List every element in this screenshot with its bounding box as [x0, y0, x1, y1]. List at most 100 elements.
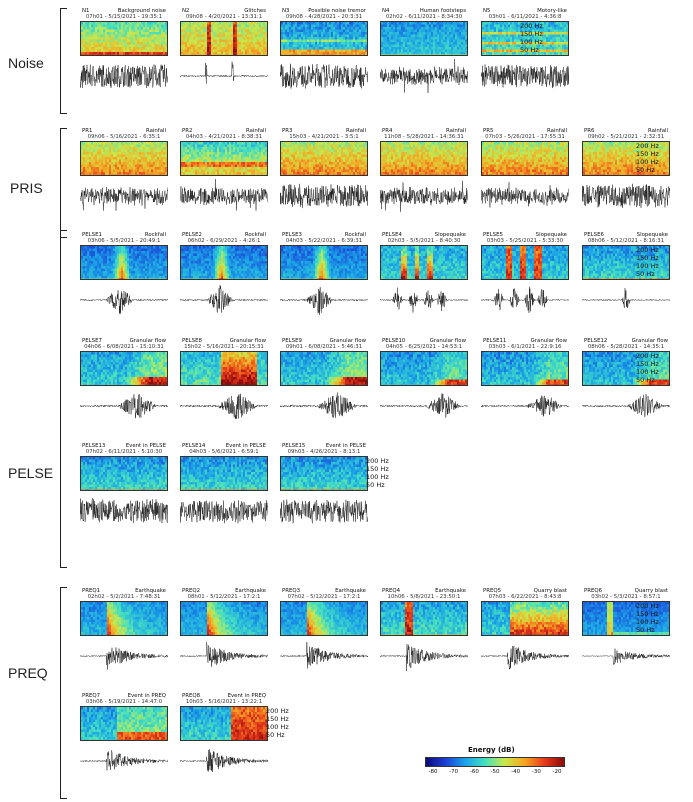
panel-id: PREQ3 [282, 588, 300, 594]
spectrogram-image [181, 457, 267, 490]
waveform-trace [279, 392, 369, 418]
spectrogram [481, 351, 569, 386]
event-panel-preq8: PREQ8 Event in PREQ 10h03 - 5/16/2021 - 13… [179, 693, 269, 781]
event-panel-pr1: PR1 Rainfall 09h06 - 5/16/2021 - 6:35:1 [79, 128, 169, 216]
spectrogram-image [583, 352, 669, 385]
event-panel-preq1: PREQ1 Earthquake 02h02 - 5/2/2021 - 7:48:3… [79, 588, 169, 676]
spectrogram-image [482, 22, 568, 55]
frequency-tick-label: 150 Hz [636, 150, 659, 158]
event-panel-pelse2: PELSE2 Rockfall 06h02 - 6/29/2021 - 4:26:1 [179, 232, 269, 320]
frequency-tick-label: 200 Hz [366, 457, 389, 465]
frequency-tick-label: 150 Hz [636, 610, 659, 618]
spectrogram [380, 351, 468, 386]
frequency-axis-labels: 200 Hz 150 Hz 100 Hz 50 Hz [520, 22, 543, 54]
event-panel-n2: N2 Glitches 09h08 - 4/20/2021 - 13:31:1 [179, 8, 269, 96]
group-label-pris: PRIS [10, 180, 43, 196]
spectrogram-image [583, 602, 669, 635]
colorbar-title: Energy (dB) [468, 746, 515, 754]
panel-station-time: 04h03 - 4/21/2021 - 8:38:31 [180, 134, 268, 140]
panel-id: PELSE13 [82, 443, 105, 449]
panel-id: PREQ7 [82, 693, 100, 699]
colorbar-tick-label: -40 [511, 769, 520, 775]
event-panel-pr6: PR6 Rainfall 09h02 - 5/21/2021 - 2:32:31 [581, 128, 671, 216]
waveform [179, 59, 269, 93]
spectrogram-image [482, 602, 568, 635]
frequency-tick-label: 100 Hz [636, 158, 659, 166]
panel-event-type: Human footsteps [420, 8, 466, 14]
spectrogram [80, 141, 168, 176]
panel-event-type: Slopequake [536, 232, 567, 238]
panel-event-type: Motory-like [537, 8, 567, 14]
waveform [480, 389, 570, 423]
waveform [581, 179, 671, 213]
panel-station-time: 03h01 - 6/11/2021 - 4:36:8 [481, 14, 569, 20]
spectrogram [280, 141, 368, 176]
spectrogram [80, 245, 168, 280]
spectrogram-image [381, 602, 467, 635]
waveform-trace [379, 393, 469, 418]
waveform [581, 389, 671, 423]
spectrogram-image [81, 352, 167, 385]
spectrogram [180, 706, 268, 741]
frequency-tick-label: 200 Hz [636, 142, 659, 150]
spectrogram-image [181, 352, 267, 385]
waveform [179, 494, 269, 528]
frequency-axis-labels: 200 Hz 150 Hz 100 Hz 50 Hz [266, 707, 289, 739]
panel-station-time: 04h06 - 6/08/2021 - 15:10:31 [80, 344, 168, 350]
waveform-trace [179, 393, 269, 419]
panel-id: PR2 [182, 128, 192, 134]
spectrogram-image [381, 352, 467, 385]
spectrogram-image [381, 142, 467, 175]
panel-id: PREQ6 [584, 588, 602, 594]
panel-station-time: 15h02 - 5/16/2021 - 20:15:31 [180, 344, 268, 350]
waveform-trace [480, 646, 570, 670]
frequency-tick-label: 50 Hz [520, 46, 543, 54]
frequency-tick-label: 200 Hz [520, 22, 543, 30]
panel-event-type: Rainfall [246, 128, 266, 134]
panel-station-time: 09h08 - 4/28/2021 - 20:3:31 [280, 14, 368, 20]
spectrogram [80, 706, 168, 741]
group-label-noise: Noise [8, 55, 44, 71]
waveform-trace [79, 498, 169, 524]
panel-id: PREQ1 [82, 588, 100, 594]
panel-station-time: 10h06 - 5/8/2021 - 23:50:1 [380, 594, 468, 600]
waveform-trace [79, 64, 169, 89]
panel-event-type: Earthquake [335, 588, 366, 594]
waveform-trace [179, 500, 269, 524]
spectrogram [280, 245, 368, 280]
panel-id: PELSE14 [182, 443, 205, 449]
spectrogram [180, 456, 268, 491]
panel-station-time: 03h03 - 6/1/2021 - 22:9:16 [481, 344, 569, 350]
waveform [279, 179, 369, 213]
waveform [79, 59, 169, 93]
event-panel-pr4: PR4 Rainfall 11h08 - 5/28/2021 - 14:36:31 [379, 128, 469, 216]
spectrogram-image [81, 22, 167, 55]
spectrogram [280, 456, 368, 491]
panel-id: PREQ5 [483, 588, 501, 594]
frequency-tick-label: 50 Hz [636, 376, 659, 384]
frequency-tick-label: 200 Hz [636, 246, 659, 254]
waveform-trace [179, 285, 269, 313]
waveform [379, 179, 469, 213]
panel-id: N5 [483, 8, 490, 14]
event-panel-n4: N4 Human footsteps 02h02 - 6/11/2021 - 8:3… [379, 8, 469, 96]
spectrogram-image [381, 246, 467, 279]
waveform-trace [480, 64, 570, 89]
waveform-trace [79, 186, 169, 211]
spectrogram [280, 351, 368, 386]
spectrogram-image [281, 457, 367, 490]
spectrogram [280, 601, 368, 636]
waveform-trace [179, 176, 269, 211]
panel-id: PR5 [483, 128, 493, 134]
spectrogram-image [81, 602, 167, 635]
spectrogram-image [81, 707, 167, 740]
frequency-tick-label: 150 Hz [266, 715, 289, 723]
panel-id: PELSE2 [182, 232, 202, 238]
panel-id: PREQ4 [382, 588, 400, 594]
spectrogram [582, 141, 670, 176]
event-panel-n1: N1 Background noise 07h01 - 5/15/2021 - 19… [79, 8, 169, 96]
waveform [379, 389, 469, 423]
spectrogram-image [281, 142, 367, 175]
event-panel-n5: N5 Motory-like 03h01 - 6/11/2021 - 4:36:8 [480, 8, 570, 96]
spectrogram-image [281, 22, 367, 55]
